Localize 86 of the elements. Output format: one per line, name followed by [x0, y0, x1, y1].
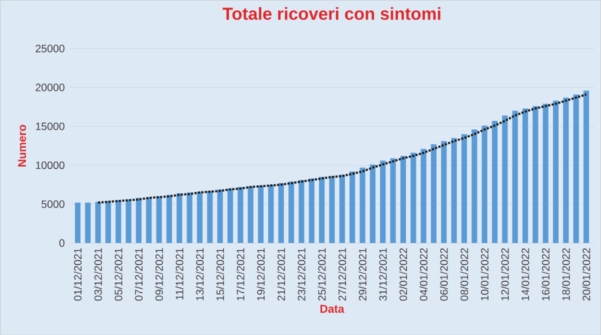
bar — [146, 197, 152, 243]
bar — [74, 202, 80, 243]
y-tick-label: 25000 — [36, 44, 64, 52]
y-tick-label: 5000 — [42, 200, 64, 208]
bar — [156, 196, 162, 243]
bar — [563, 97, 569, 243]
bar — [329, 176, 335, 243]
bar — [339, 174, 345, 243]
x-tick-label: 02/01/2022 — [399, 248, 408, 301]
x-tick-label: 01/12/2021 — [74, 248, 82, 301]
bar — [360, 167, 366, 243]
bar — [186, 192, 192, 243]
x-tick-label: 07/12/2021 — [134, 248, 143, 301]
bar — [441, 141, 447, 243]
bar — [166, 194, 172, 243]
bar — [217, 189, 223, 243]
bar — [116, 200, 122, 243]
bar — [390, 158, 396, 243]
x-tick-label: 11/12/2021 — [175, 248, 184, 300]
x-tick-label: 29/12/2021 — [358, 248, 366, 300]
bar — [461, 134, 468, 243]
x-tick-label: 15/12/2021 — [216, 248, 224, 300]
y-axis-title: Numero — [18, 124, 26, 166]
x-tick-label: 18/01/2022 — [562, 248, 570, 300]
x-tick-label: 09/12/2021 — [155, 248, 163, 301]
bar — [502, 115, 508, 243]
bar — [370, 164, 376, 243]
bar — [482, 125, 488, 243]
bar — [268, 184, 274, 243]
x-tick-label: 19/12/2021 — [256, 248, 265, 300]
bar — [512, 110, 518, 243]
bar — [583, 90, 590, 243]
bar — [298, 180, 304, 243]
bar — [319, 176, 325, 243]
bar — [400, 156, 406, 243]
bar — [227, 188, 234, 243]
x-tick-label: 06/01/2022 — [440, 248, 448, 301]
bar — [248, 186, 254, 243]
bar — [350, 171, 356, 243]
x-tick-label: 20/01/2022 — [582, 248, 590, 300]
bar — [308, 178, 314, 243]
bar — [278, 183, 284, 243]
x-tick-label: 04/01/2022 — [420, 248, 428, 301]
bar — [258, 185, 264, 243]
x-tick-label: 21/12/2021 — [277, 248, 286, 300]
y-tick-label: 20000 — [36, 84, 64, 92]
x-tick-label: 10/01/2022 — [480, 248, 488, 300]
x-tick-label: 27/12/2021 — [338, 248, 346, 300]
x-tick-label: 12/01/2022 — [500, 248, 509, 300]
bar — [126, 199, 132, 243]
bar — [176, 193, 182, 243]
x-tick-label: 13/12/2021 — [196, 248, 204, 300]
x-tick-label: 03/12/2021 — [94, 248, 102, 301]
x-tick-label: 14/01/2022 — [521, 248, 530, 300]
y-tick-label: 0 — [59, 239, 64, 247]
bar — [288, 181, 294, 243]
x-tick-label: 31/12/2021 — [378, 248, 387, 301]
bar — [196, 192, 203, 243]
x-tick-label: 05/12/2021 — [114, 248, 122, 301]
x-tick-label: 25/12/2021 — [318, 248, 326, 300]
bar — [430, 144, 436, 243]
x-axis-title: Data — [320, 304, 344, 313]
bar — [136, 198, 142, 243]
bar — [380, 160, 386, 243]
bar — [573, 94, 579, 243]
bar — [532, 106, 538, 243]
bar — [238, 186, 244, 243]
bar — [410, 152, 416, 243]
bar — [105, 200, 111, 243]
bar — [420, 148, 426, 243]
y-tick-label: 10000 — [36, 161, 64, 169]
x-tick-label: 16/01/2022 — [542, 248, 550, 300]
bar — [451, 138, 457, 243]
bar — [522, 108, 528, 243]
bar — [207, 190, 213, 243]
bar — [85, 202, 91, 243]
x-tick-label: 23/12/2021 — [298, 248, 306, 300]
bar — [472, 129, 478, 243]
chart-title: Totale ricoveri con sintomi — [222, 7, 440, 20]
bar — [492, 120, 498, 243]
x-tick-label: 17/12/2021 — [236, 248, 244, 300]
x-tick-label: 08/01/2022 — [460, 248, 468, 301]
bar — [552, 100, 559, 243]
y-tick-label: 15000 — [36, 122, 64, 130]
bar — [542, 104, 548, 243]
bar — [95, 202, 101, 243]
